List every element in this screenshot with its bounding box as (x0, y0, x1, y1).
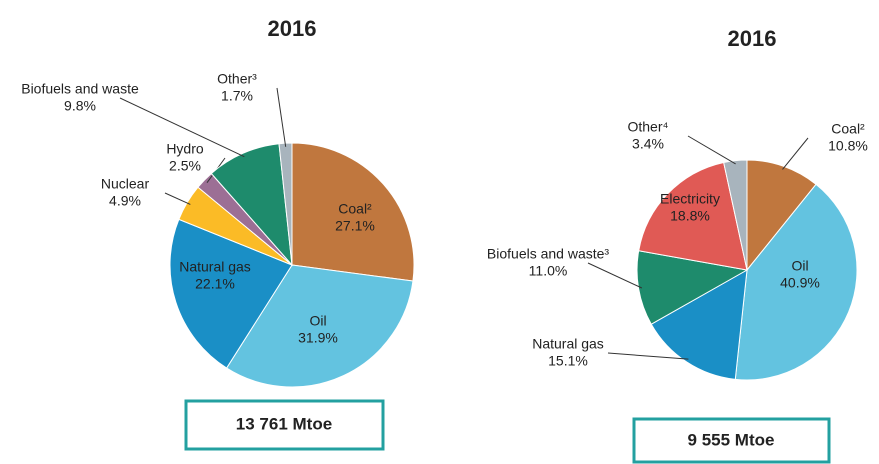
slice-value: 1.7% (221, 88, 253, 104)
slice-value: 18.8% (670, 208, 710, 224)
slice-label: Coal² (338, 201, 372, 217)
slice-label: Nuclear (101, 176, 150, 192)
chart-title: 2016 (268, 16, 317, 41)
slice-label: Biofuels and waste (21, 81, 139, 97)
slice-label: Electricity (660, 191, 720, 207)
pie-slice (210, 143, 293, 267)
slice-label: Oil (309, 313, 326, 329)
pie-slice (650, 269, 748, 380)
slice-value: 10.8% (828, 138, 868, 154)
total-label: 13 761 Mtoe (236, 414, 332, 433)
leader-line (687, 135, 736, 165)
total-box (632, 417, 831, 464)
pie-slice (169, 218, 293, 369)
slice-value: 11.0% (529, 263, 568, 279)
leader-line (587, 262, 643, 289)
pie-slice (636, 250, 749, 325)
slice-value: 15.1% (548, 353, 588, 369)
slice-label: Coal² (831, 121, 865, 137)
slice-value: 22.1% (195, 276, 235, 292)
leader-line (276, 87, 287, 147)
total-label: 9 555 Mtoe (688, 430, 775, 449)
slice-value: 40.9% (780, 275, 820, 291)
slice-label: Natural gas (179, 259, 251, 275)
slice-value: 4.9% (109, 193, 141, 209)
pie-slice (723, 159, 748, 271)
chart-title: 2016 (728, 26, 777, 51)
pie-slice (291, 142, 415, 282)
slice-label: Natural gas (532, 336, 604, 352)
slice-value: 31.9% (298, 330, 338, 346)
slice-value: 27.1% (335, 218, 375, 234)
slice-label: Other³ (217, 71, 257, 87)
slice-label: Hydro (166, 141, 204, 157)
slice-label: Other⁴ (627, 119, 668, 135)
pie-slice (746, 159, 817, 272)
slice-label: Oil (791, 258, 808, 274)
pie-slice (638, 161, 748, 271)
leader-line (119, 97, 245, 158)
slice-value: 2.5% (169, 158, 201, 174)
leader-line (164, 192, 191, 205)
leader-line (782, 137, 809, 170)
leader-line (607, 352, 689, 360)
slice-label: Biofuels and waste³ (487, 246, 610, 262)
pie-slice (734, 183, 858, 381)
total-box (184, 399, 385, 451)
slice-value: 9.8% (64, 98, 96, 114)
slice-value: 3.4% (632, 136, 664, 152)
